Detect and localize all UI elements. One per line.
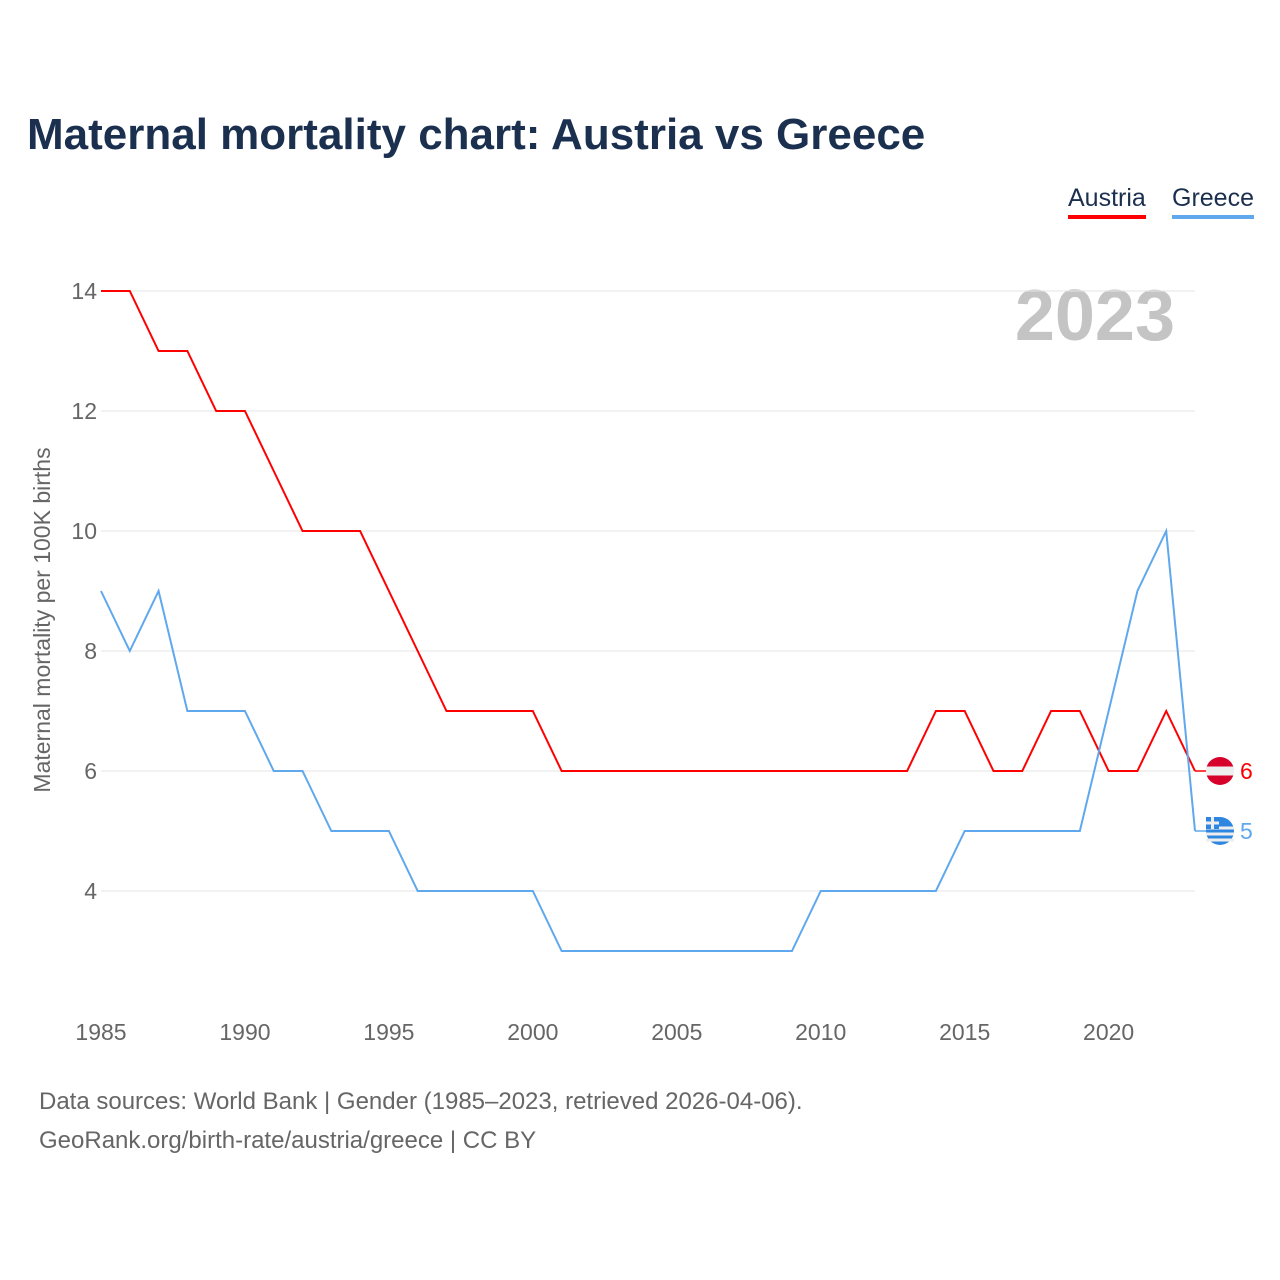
greece-flag-stripe xyxy=(1206,832,1234,836)
x-tick-label: 2000 xyxy=(507,1019,558,1045)
x-tick-label: 2010 xyxy=(795,1019,846,1045)
y-tick-label: 6 xyxy=(84,758,97,784)
legend-austria[interactable]: Austria xyxy=(1068,184,1146,219)
year-watermark: 2023 xyxy=(1015,276,1175,356)
x-tick-label: 2020 xyxy=(1083,1019,1134,1045)
y-tick-label: 12 xyxy=(71,398,97,424)
greece-flag-cross xyxy=(1206,821,1219,825)
greece-flag-stripe xyxy=(1206,838,1234,842)
x-tick-label: 1995 xyxy=(363,1019,414,1045)
series-line-greece xyxy=(100,527,1196,952)
x-tick-label: 2005 xyxy=(651,1019,702,1045)
austria-flag-stripe xyxy=(1206,766,1234,776)
end-value-label: 6 xyxy=(1240,758,1253,784)
y-tick-label: 10 xyxy=(71,518,97,544)
x-tick-label: 2015 xyxy=(939,1019,990,1045)
y-tick-label: 14 xyxy=(71,278,97,304)
y-tick-label: 4 xyxy=(84,878,97,904)
y-axis-label: Maternal mortality per 100K births xyxy=(29,447,55,792)
line-chart: 2023 Maternal mortality per 100K births … xyxy=(29,276,1253,1045)
greece-flag-stripe xyxy=(1206,826,1234,830)
x-tick-label: 1990 xyxy=(219,1019,270,1045)
legend-greece[interactable]: Greece xyxy=(1172,184,1254,219)
series-line-austria xyxy=(101,290,1196,772)
x-tick-label: 1985 xyxy=(75,1019,126,1045)
chart-title: Maternal mortality chart: Austria vs Gre… xyxy=(27,110,926,159)
source-note: Data sources: World Bank | Gender (1985–… xyxy=(39,1088,803,1115)
end-value-label: 5 xyxy=(1240,818,1253,844)
credit-link[interactable]: GeoRank.org/birth-rate/austria/greece | … xyxy=(39,1127,537,1154)
y-tick-label: 8 xyxy=(84,638,97,664)
